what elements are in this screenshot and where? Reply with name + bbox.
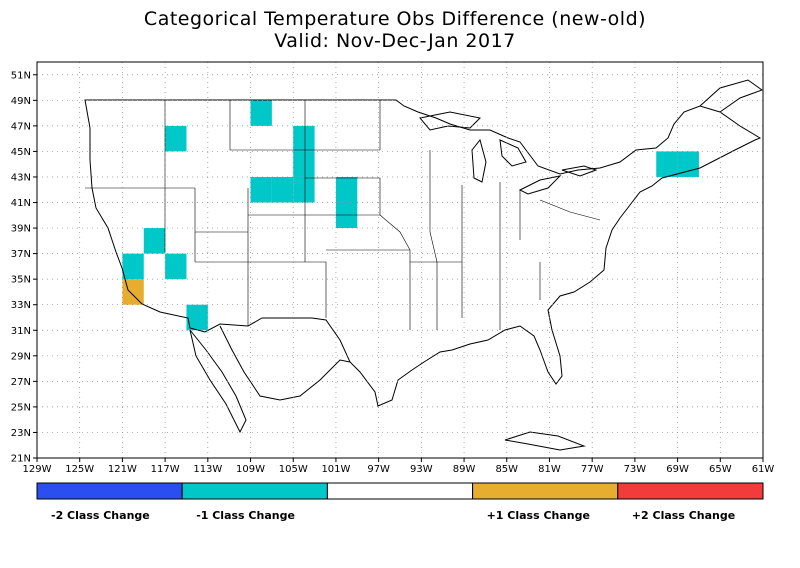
mexico-coast — [219, 325, 351, 401]
lon-tick-label: 73W — [624, 464, 647, 475]
lat-lon-gridlines — [36, 62, 764, 459]
grid-cell-minus1 — [293, 151, 315, 177]
legend-swatch-plus2 — [617, 482, 764, 500]
lat-tick-label: 35N — [11, 275, 31, 286]
lon-tick-label: 109W — [236, 464, 265, 475]
lon-tick-label: 113W — [193, 464, 222, 475]
lat-tick-label: 21N — [11, 454, 31, 465]
map-title: Categorical Temperature Obs Difference (… — [143, 8, 647, 30]
map-boundaries — [84, 79, 764, 451]
lat-tick-label: 23N — [11, 428, 31, 439]
lat-tick-label: 43N — [11, 172, 31, 183]
lon-tick-label: 97W — [367, 464, 390, 475]
lon-tick-label: 85W — [495, 464, 518, 475]
cuba — [504, 431, 586, 451]
latitude-ticks: 21N 23N 25N 27N 29N 31N 33N 35N 37N 39N 41N 43N 45N 4… — [11, 70, 37, 465]
lon-tick-label: 89W — [453, 464, 476, 475]
lon-tick-label: 105W — [279, 464, 308, 475]
legend-swatch-minus1 — [181, 482, 328, 500]
lat-tick-label: 49N — [11, 96, 31, 107]
lon-tick-label: 81W — [538, 464, 561, 475]
lon-tick-label: 121W — [108, 464, 137, 475]
legend-swatch-plus1 — [472, 482, 619, 500]
legend-swatch-minus2 — [36, 482, 183, 500]
lake-erie — [518, 175, 562, 195]
grid-cell-minus1 — [271, 176, 294, 203]
legend-label-minus1: -1 Class Change — [196, 509, 295, 522]
grid-cell-minus1 — [250, 100, 272, 126]
grid-cell-minus1 — [165, 125, 187, 152]
lat-tick-label: 39N — [11, 224, 31, 235]
lake-huron — [499, 139, 527, 167]
lon-tick-label: 101W — [321, 464, 350, 475]
lat-tick-label: 25N — [11, 402, 31, 413]
grid-cell-minus1 — [122, 253, 144, 280]
lat-tick-label: 37N — [11, 249, 31, 260]
map-subtitle: Valid: Nov-Dec-Jan 2017 — [274, 30, 516, 52]
grid-cell-minus1 — [143, 228, 166, 254]
lon-tick-label: 65W — [709, 464, 732, 475]
grid-cell-minus1 — [165, 253, 187, 280]
lon-tick-label: 69W — [666, 464, 689, 475]
lake-superior — [419, 111, 482, 131]
grid-cell-plus1 — [122, 279, 144, 305]
legend-colorbar — [36, 482, 764, 500]
lon-tick-label: 129W — [23, 464, 52, 475]
longitude-ticks: 129W 125W 121W 117W 113W 109W 105W 101W 97W 93W 89… — [23, 458, 775, 475]
legend-swatch-zero — [326, 482, 474, 500]
grid-cell-minus1 — [186, 304, 208, 331]
lon-tick-label: 117W — [151, 464, 180, 475]
lat-tick-label: 51N — [11, 70, 31, 81]
lon-tick-label: 61W — [752, 464, 775, 475]
lat-tick-label: 33N — [11, 300, 31, 311]
lat-tick-label: 47N — [11, 121, 31, 132]
grid-cell-minus1 — [656, 151, 678, 177]
grid-cell-minus1 — [677, 151, 699, 177]
lake-ontario — [561, 165, 598, 177]
lat-tick-label: 27N — [11, 377, 31, 388]
lat-tick-label: 45N — [11, 147, 31, 158]
lon-tick-label: 125W — [65, 464, 94, 475]
map-frame — [36, 61, 764, 459]
grid-cell-minus1 — [293, 125, 315, 152]
legend-label-minus2: -2 Class Change — [51, 509, 150, 522]
legend-label-plus2: +2 Class Change — [631, 509, 736, 522]
lat-tick-label: 29N — [11, 351, 31, 362]
lon-tick-label: 77W — [581, 464, 604, 475]
lat-tick-label: 41N — [11, 198, 31, 209]
baja — [189, 329, 247, 434]
legend-label-plus1: +1 Class Change — [486, 509, 590, 522]
canada-maritime — [699, 79, 764, 113]
grid-cell-minus1 — [293, 176, 315, 203]
grid-cell-minus1 — [335, 176, 358, 203]
lat-tick-label: 31N — [11, 326, 31, 337]
grid-cell-minus1 — [250, 176, 272, 203]
lon-tick-label: 93W — [410, 464, 433, 475]
lake-michigan — [471, 138, 487, 183]
grid-cells — [122, 100, 699, 331]
state-boundaries — [85, 100, 601, 330]
